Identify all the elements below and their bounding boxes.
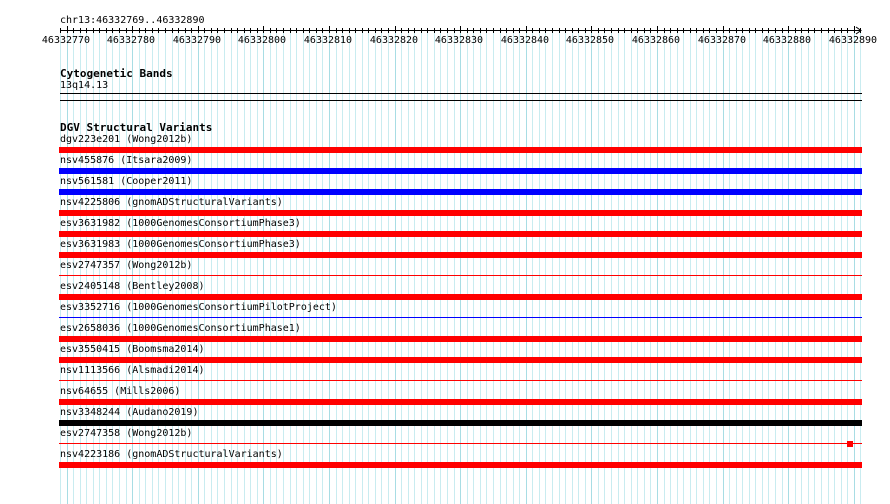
ruler-tick-label: 46332860 (631, 35, 681, 46)
variant-bar[interactable] (59, 147, 862, 153)
variant-label[interactable]: esv3352716 (1000GenomesConsortiumPilotPr… (60, 302, 337, 313)
variant-label[interactable]: esv3631983 (1000GenomesConsortiumPhase3) (60, 239, 301, 250)
variant-label[interactable]: nsv3348244 (Audano2019) (60, 407, 199, 418)
variant-bar[interactable] (59, 168, 862, 174)
ruler-tick-label: 46332800 (237, 35, 287, 46)
cytoband-label: 13q14.13 (60, 80, 109, 91)
variant-line[interactable] (59, 380, 862, 381)
ruler-tick-label: 46332870 (697, 35, 747, 46)
cytoband-track-title[interactable]: Cytogenetic Bands (60, 67, 173, 80)
variant-bar[interactable] (59, 189, 862, 195)
ruler-tick-label: 46332770 (41, 35, 91, 46)
variant-bar[interactable] (59, 294, 862, 300)
ruler-tick-label: 46332880 (762, 35, 812, 46)
ruler-tick-label: 46332830 (434, 35, 484, 46)
variant-bar[interactable] (59, 357, 862, 363)
variant-label[interactable]: nsv4225806 (gnomADStructuralVariants) (60, 197, 283, 208)
variant-label[interactable]: esv3631982 (1000GenomesConsortiumPhase3) (60, 218, 301, 229)
cytoband-line-bottom (60, 100, 862, 101)
ruler-tick-label: 46332840 (500, 35, 550, 46)
variant-bar[interactable] (59, 399, 862, 405)
variant-label[interactable]: nsv4223186 (gnomADStructuralVariants) (60, 449, 283, 460)
variant-label[interactable]: dgv223e201 (Wong2012b) (60, 134, 193, 145)
variant-bar[interactable] (59, 210, 862, 216)
ruler-tick-label: 46332780 (106, 35, 156, 46)
ruler-tick-label: 46332810 (303, 35, 353, 46)
variant-bar[interactable] (59, 231, 862, 237)
variant-label[interactable]: esv3550415 (Boomsma2014) (60, 344, 205, 355)
ruler-tick-label: 46332850 (565, 35, 615, 46)
variant-label[interactable]: esv2658036 (1000GenomesConsortiumPhase1) (60, 323, 301, 334)
variant-bar[interactable] (59, 462, 862, 468)
variant-bar[interactable] (59, 252, 862, 258)
ruler-tick-label: 46332890 (828, 35, 878, 46)
ruler-tick-label: 46332820 (369, 35, 419, 46)
variant-label[interactable]: esv2747357 (Wong2012b) (60, 260, 193, 271)
variant-end-block[interactable] (847, 441, 853, 447)
variant-line[interactable] (59, 443, 862, 444)
variant-label[interactable]: nsv64655 (Mills2006) (60, 386, 181, 397)
ruler-arrow (855, 26, 862, 35)
variant-label[interactable]: esv2405148 (Bentley2008) (60, 281, 205, 292)
dgv-track-title[interactable]: DGV Structural Variants (60, 121, 213, 134)
variant-bar[interactable] (59, 336, 862, 342)
variant-label[interactable]: nsv1113566 (Alsmadi2014) (60, 365, 205, 376)
variant-line[interactable] (59, 275, 862, 276)
variant-line[interactable] (59, 317, 862, 318)
region-coordinates: chr13:46332769..46332890 (60, 15, 205, 26)
variant-label[interactable]: esv2747358 (Wong2012b) (60, 428, 193, 439)
variant-label[interactable]: nsv561581 (Cooper2011) (60, 176, 193, 187)
variant-label[interactable]: nsv455876 (Itsara2009) (60, 155, 193, 166)
ruler-tick-label: 46332790 (172, 35, 222, 46)
cytoband-line-top (60, 93, 862, 94)
variant-bar[interactable] (59, 420, 862, 426)
